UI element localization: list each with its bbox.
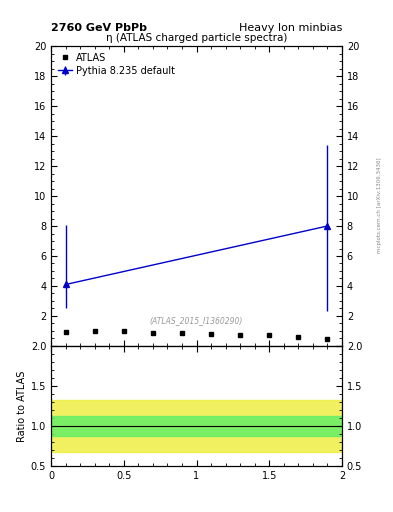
ATLAS	[63, 329, 68, 335]
Text: Heavy Ion minbias: Heavy Ion minbias	[239, 23, 342, 33]
ATLAS	[325, 336, 330, 343]
ATLAS	[267, 332, 272, 338]
ATLAS	[209, 331, 213, 337]
Line: ATLAS: ATLAS	[63, 329, 330, 342]
Y-axis label: Ratio to ATLAS: Ratio to ATLAS	[17, 370, 27, 442]
ATLAS	[121, 328, 126, 334]
Text: mcplots.cern.ch [arXiv:1306.3436]: mcplots.cern.ch [arXiv:1306.3436]	[377, 157, 382, 252]
Text: 2760 GeV PbPb: 2760 GeV PbPb	[51, 23, 147, 33]
Text: (ATLAS_2015_I1360290): (ATLAS_2015_I1360290)	[150, 316, 243, 325]
ATLAS	[296, 334, 301, 340]
ATLAS	[180, 330, 184, 336]
Title: η (ATLAS charged particle spectra): η (ATLAS charged particle spectra)	[106, 33, 287, 42]
ATLAS	[238, 332, 242, 338]
Legend: ATLAS, Pythia 8.235 default: ATLAS, Pythia 8.235 default	[56, 51, 177, 78]
ATLAS	[151, 330, 155, 336]
ATLAS	[92, 328, 97, 334]
